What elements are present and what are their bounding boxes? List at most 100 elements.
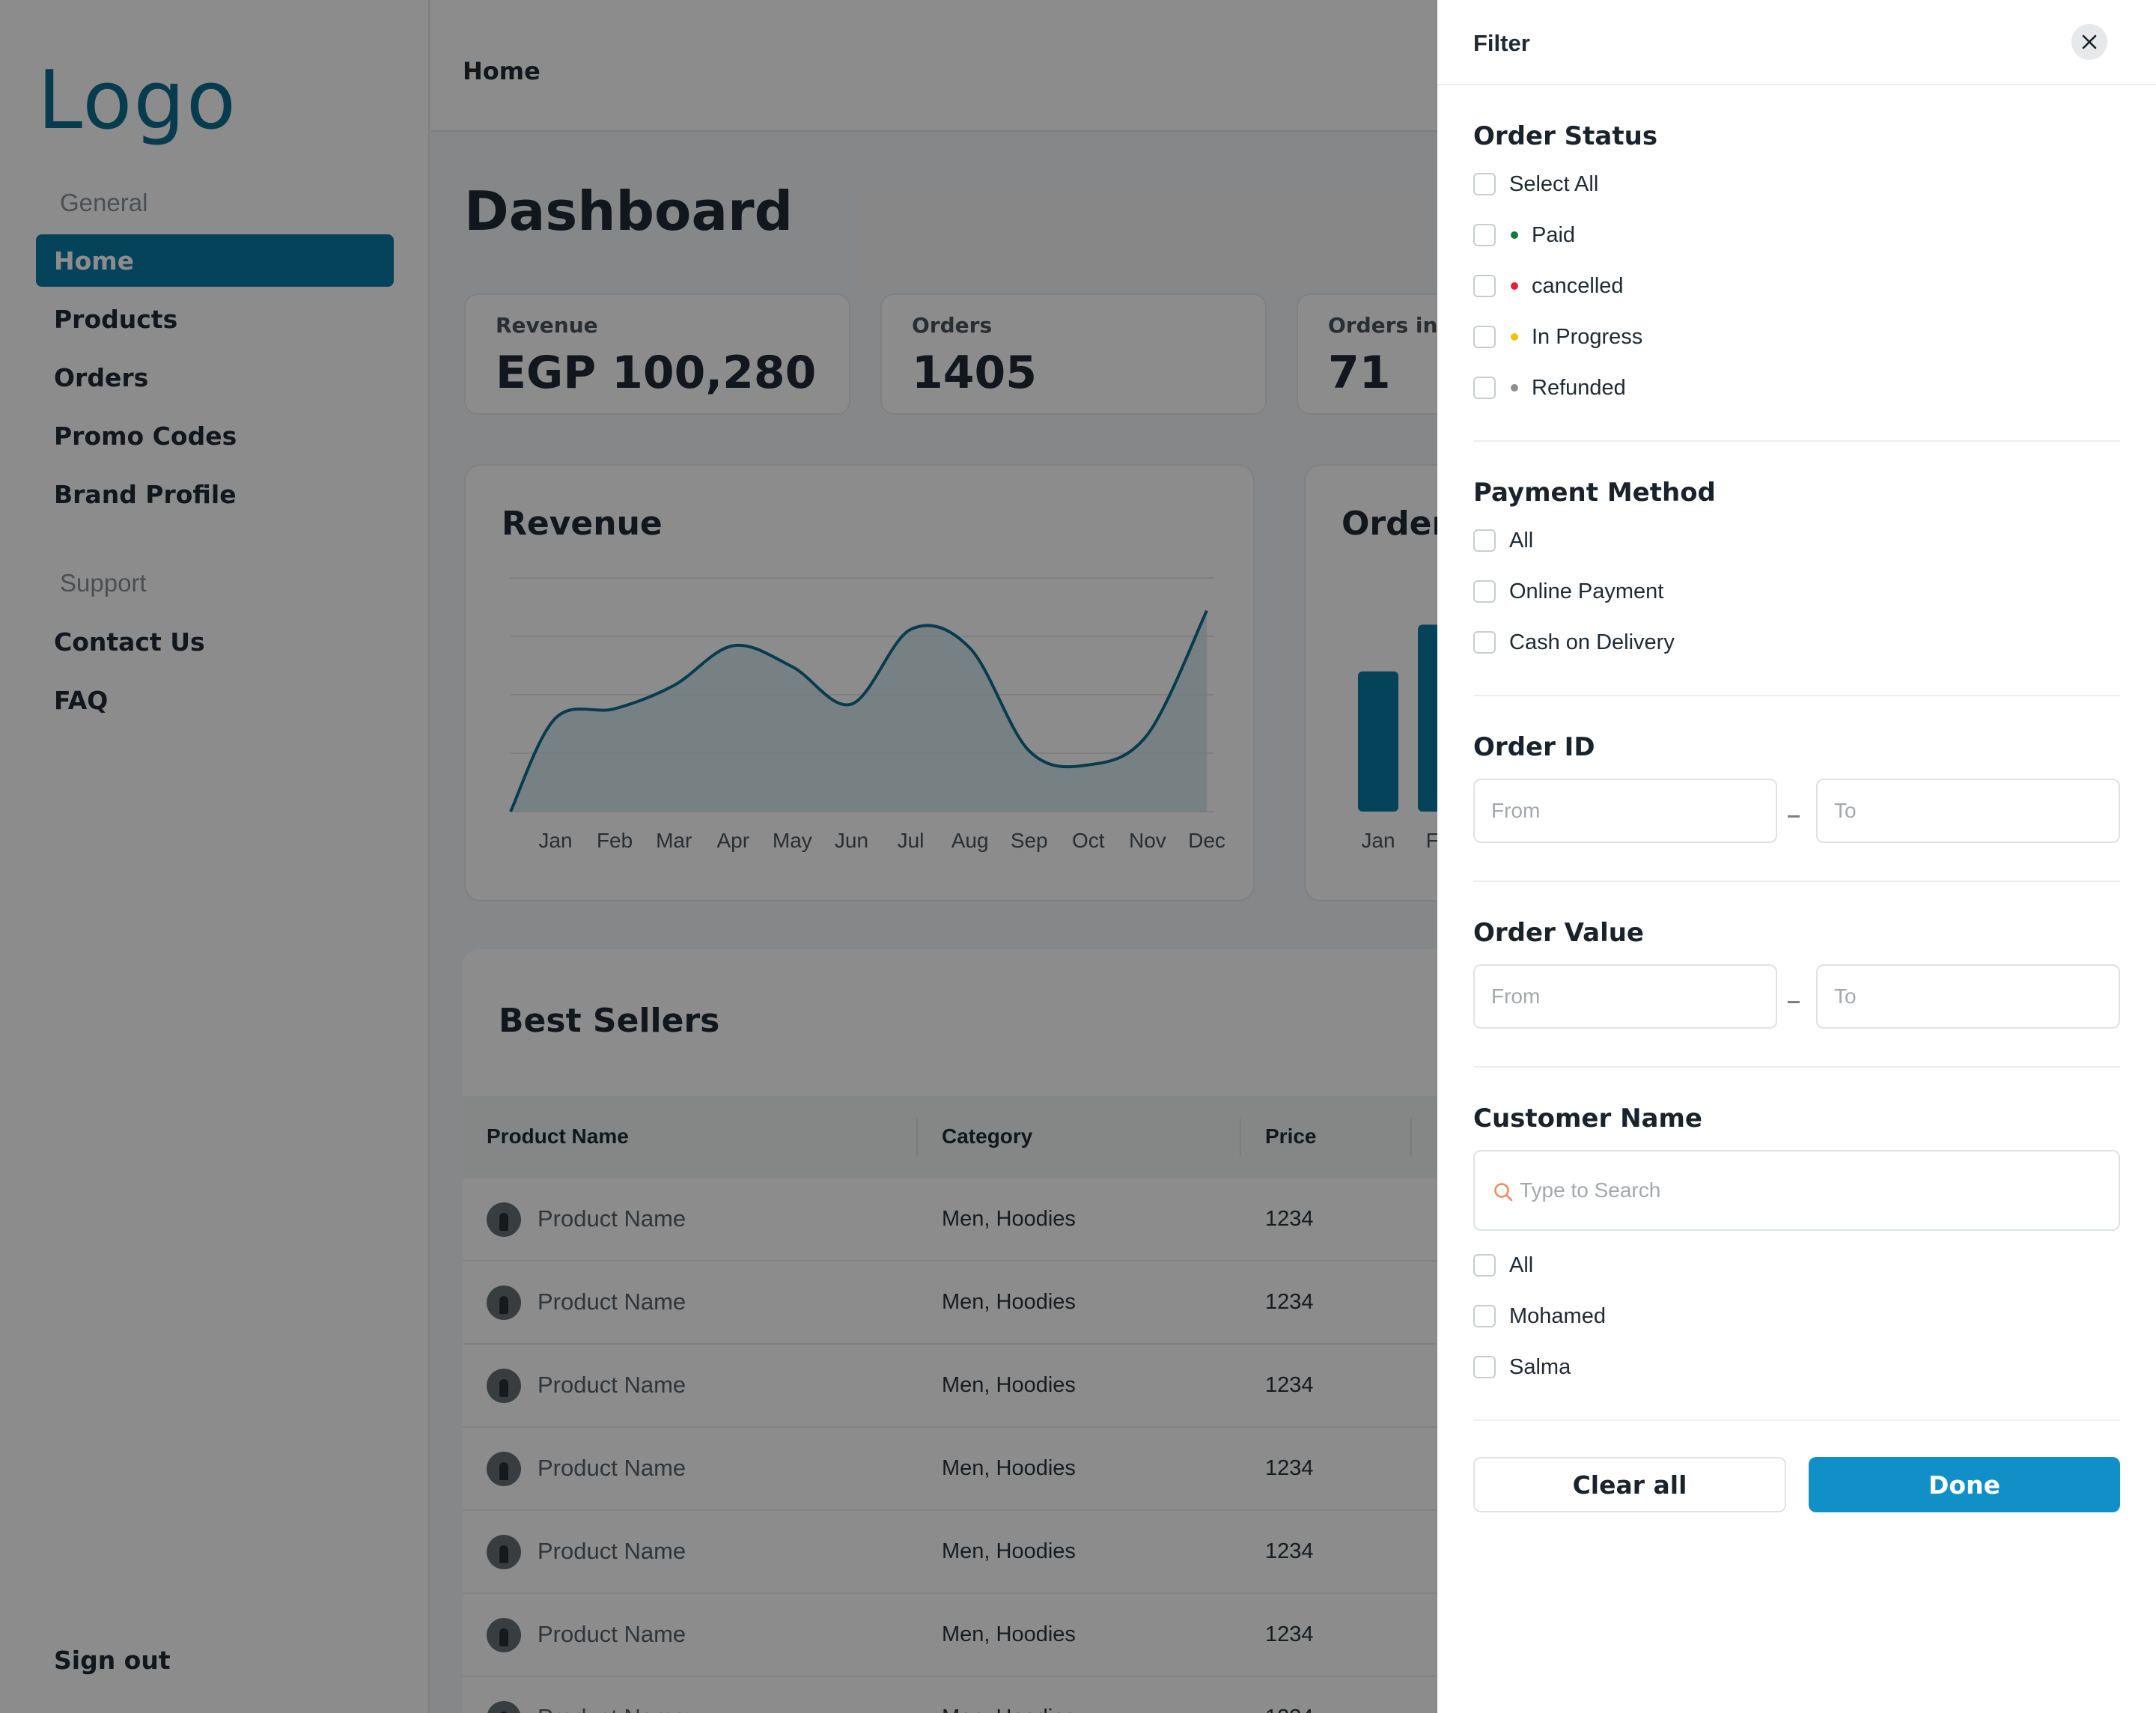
- close-button[interactable]: [2071, 24, 2107, 60]
- column-divider: [1410, 1119, 1412, 1156]
- x-tick-label: Feb: [597, 829, 633, 852]
- price-cell: 1234: [1265, 1539, 1314, 1563]
- filter-panel: Filter Order Status Select All Paid canc…: [1437, 0, 2156, 1713]
- x-tick-label: Sep: [1011, 829, 1048, 852]
- divider: [1473, 880, 2120, 882]
- stat-value: 1405: [912, 347, 1037, 399]
- order-value-from-input[interactable]: [1473, 964, 1777, 1029]
- close-icon: [2082, 34, 2097, 49]
- customer-salma-option[interactable]: Salma: [1473, 1352, 1571, 1382]
- customer-mohamed-option[interactable]: Mohamed: [1473, 1301, 1606, 1331]
- customer-search-box[interactable]: [1473, 1150, 2120, 1231]
- x-tick-label: Mar: [656, 829, 692, 852]
- checkbox[interactable]: [1473, 1254, 1496, 1277]
- option-label: Cash on Delivery: [1509, 630, 1675, 654]
- revenue-area: [511, 610, 1207, 812]
- page-title: Dashboard: [464, 180, 794, 243]
- x-tick-label: Jul: [898, 829, 925, 852]
- done-button[interactable]: Done: [1809, 1457, 2120, 1512]
- checkbox[interactable]: [1473, 1356, 1496, 1378]
- table-row[interactable]: Product Name Men, Hoodies 1234: [463, 1428, 1511, 1511]
- search-icon: [1494, 1183, 1513, 1202]
- column-header-category[interactable]: Category: [942, 1125, 1033, 1148]
- divider: [1473, 440, 2120, 442]
- x-tick-label: Jan: [1361, 829, 1395, 852]
- product-name-cell: Product Name: [538, 1704, 686, 1713]
- column-header-product-name[interactable]: Product Name: [487, 1125, 629, 1148]
- x-tick-label: Apr: [716, 829, 749, 852]
- table-row[interactable]: Product Name Men, Hoodies 1234: [463, 1262, 1511, 1345]
- table-row[interactable]: Product Name Men, Hoodies 1234: [463, 1677, 1511, 1713]
- section-label-support: Support: [60, 569, 147, 597]
- revenue-chart-card: Revenue Jan Feb Mar Apr May Jun Jul Aug Sep Oct No…: [464, 464, 1255, 901]
- option-label: All: [1509, 1253, 1534, 1277]
- divider: [1473, 695, 2120, 696]
- payment-online-option[interactable]: Online Payment: [1473, 576, 1663, 606]
- option-label: Mohamed: [1509, 1303, 1606, 1328]
- checkbox[interactable]: [1473, 529, 1496, 552]
- status-cancelled-option[interactable]: cancelled: [1473, 271, 1624, 301]
- payment-cash-on-delivery-option[interactable]: Cash on Delivery: [1473, 627, 1675, 657]
- order-value-title: Order Value: [1473, 918, 1644, 948]
- sidebar-item-contact-us[interactable]: Contact Us: [54, 627, 205, 657]
- clear-all-button[interactable]: Clear all: [1473, 1457, 1786, 1512]
- status-refunded-option[interactable]: Refunded: [1473, 373, 1626, 403]
- sidebar-item-promo-codes[interactable]: Promo Codes: [54, 421, 237, 451]
- sidebar-item-brand-profile[interactable]: Brand Profile: [54, 479, 237, 509]
- category-cell: Men, Hoodies: [942, 1622, 1076, 1646]
- filter-header: Filter: [1437, 0, 2156, 85]
- table-row[interactable]: Product Name Men, Hoodies 1234: [463, 1594, 1511, 1677]
- sidebar-item-orders[interactable]: Orders: [54, 362, 149, 392]
- range-dash: [1788, 1001, 1800, 1003]
- best-sellers-card: Best Sellers Product Name Category Price…: [463, 949, 1511, 1713]
- status-dot-refunded: [1511, 384, 1518, 392]
- product-thumbnail: [487, 1618, 521, 1652]
- order-id-from-input[interactable]: [1473, 779, 1777, 843]
- payment-method-title: Payment Method: [1473, 478, 1716, 508]
- sign-out-link[interactable]: Sign out: [54, 1646, 171, 1675]
- sidebar-item-faq[interactable]: FAQ: [54, 685, 109, 715]
- table-header: Product Name Category Price: [463, 1096, 1511, 1178]
- status-paid-option[interactable]: Paid: [1473, 220, 1575, 250]
- checkbox[interactable]: [1473, 326, 1496, 348]
- price-cell: 1234: [1265, 1456, 1314, 1480]
- order-status-title: Order Status: [1473, 121, 1658, 151]
- order-id-to-input[interactable]: [1816, 779, 2120, 843]
- stat-value: EGP 100,280: [496, 347, 817, 399]
- table-row[interactable]: Product Name Men, Hoodies 1234: [463, 1178, 1511, 1262]
- checkbox[interactable]: [1473, 631, 1496, 654]
- status-in-progress-option[interactable]: In Progress: [1473, 322, 1642, 352]
- price-cell: 1234: [1265, 1290, 1314, 1314]
- table-title: Best Sellers: [499, 1002, 720, 1040]
- payment-all-option[interactable]: All: [1473, 526, 1533, 556]
- product-thumbnail: [487, 1285, 521, 1320]
- checkbox[interactable]: [1473, 377, 1496, 399]
- order-value-to-input[interactable]: [1816, 964, 2120, 1029]
- checkbox[interactable]: [1473, 173, 1496, 195]
- customer-search-input[interactable]: [1520, 1153, 2104, 1228]
- stat-label: Orders: [912, 313, 993, 338]
- chart-title: Order: [1342, 505, 1449, 543]
- column-header-price[interactable]: Price: [1265, 1125, 1317, 1148]
- checkbox[interactable]: [1473, 1305, 1496, 1327]
- sidebar: Logo General Home Products Orders Promo …: [0, 0, 430, 1713]
- logo: Logo: [37, 54, 237, 147]
- category-cell: Men, Hoodies: [942, 1373, 1076, 1397]
- option-label: Salma: [1509, 1354, 1571, 1379]
- customer-all-option[interactable]: All: [1473, 1250, 1533, 1280]
- checkbox[interactable]: [1473, 580, 1496, 603]
- stat-card-revenue: Revenue EGP 100,280: [464, 293, 850, 415]
- status-select-all-option[interactable]: Select All: [1473, 169, 1598, 199]
- breadcrumb[interactable]: Home: [463, 57, 540, 85]
- checkbox[interactable]: [1473, 224, 1496, 246]
- category-cell: Men, Hoodies: [942, 1706, 1076, 1713]
- stat-value: 71: [1328, 347, 1391, 399]
- sidebar-item-home[interactable]: Home: [36, 234, 394, 287]
- price-cell: 1234: [1265, 1622, 1314, 1646]
- sidebar-item-products[interactable]: Products: [54, 304, 178, 334]
- table-row[interactable]: Product Name Men, Hoodies 1234: [463, 1345, 1511, 1428]
- status-dot-cancelled: [1511, 282, 1518, 290]
- checkbox[interactable]: [1473, 275, 1496, 297]
- option-label: Paid: [1532, 222, 1576, 247]
- table-row[interactable]: Product Name Men, Hoodies 1234: [463, 1511, 1511, 1594]
